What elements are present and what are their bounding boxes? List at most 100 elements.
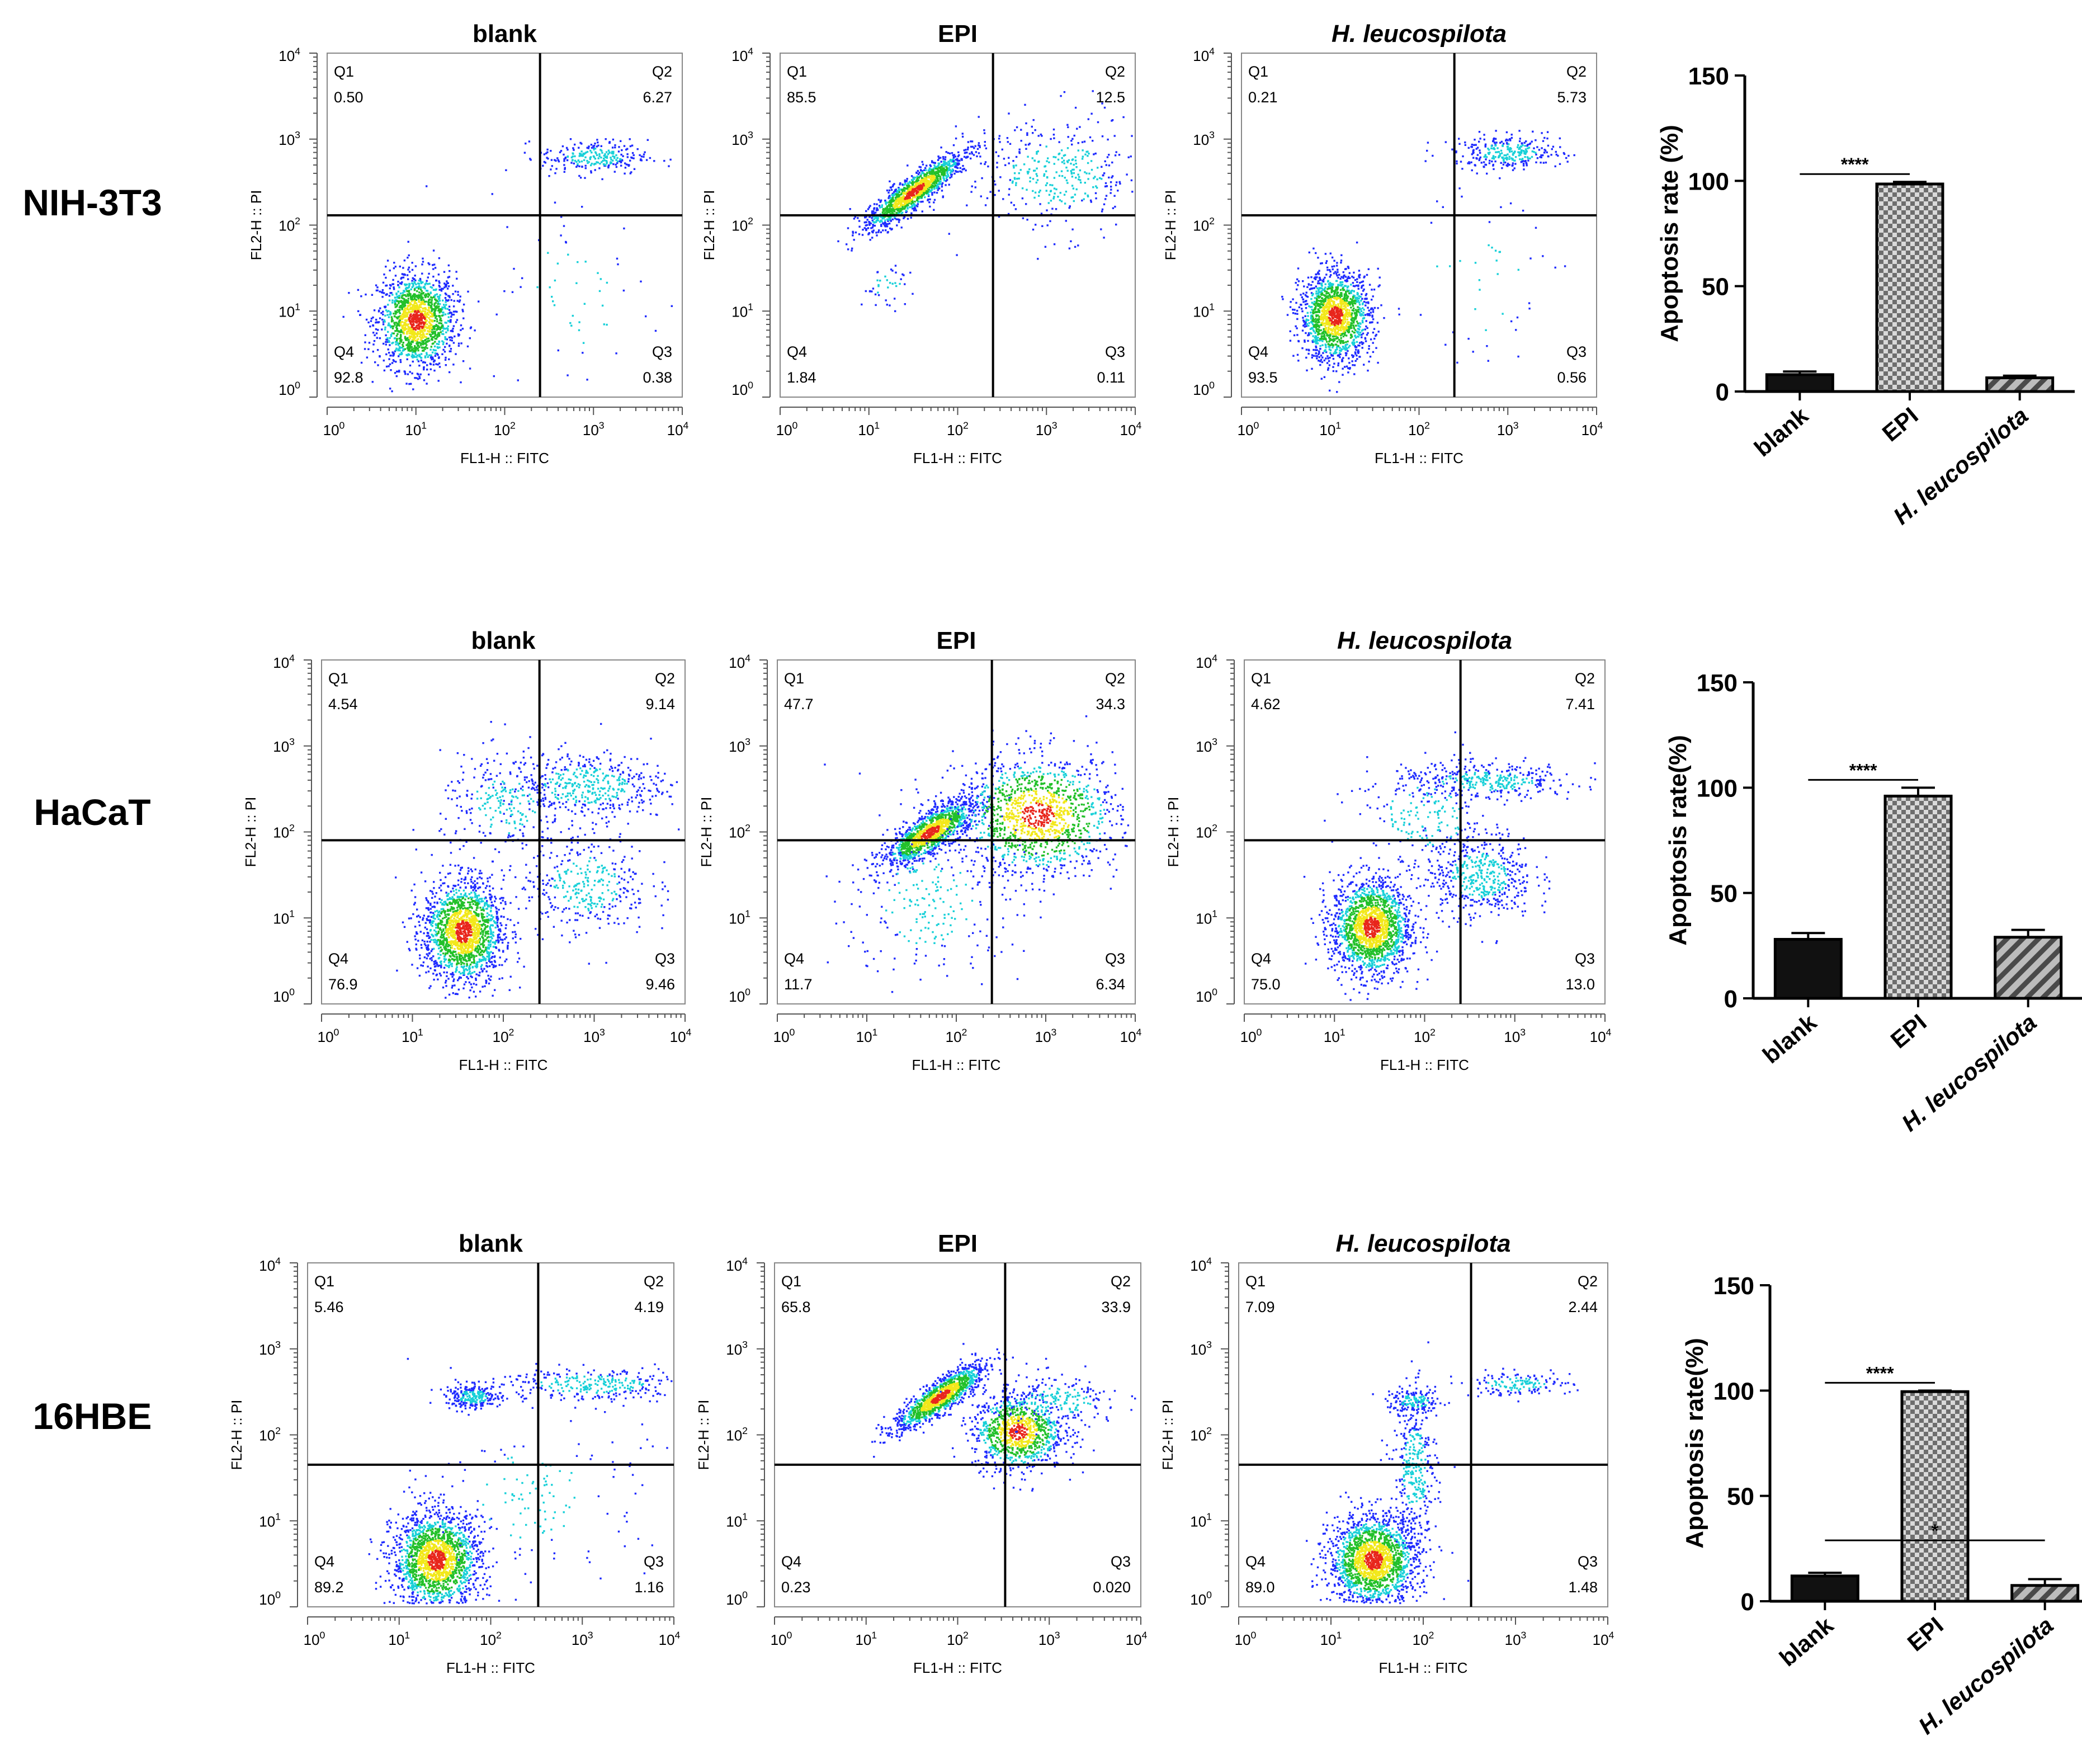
flow-event-dot — [870, 222, 872, 225]
x-tick-label: 100 — [776, 419, 798, 438]
flow-event-dot — [1294, 313, 1296, 315]
flow-event-dot — [1361, 319, 1364, 322]
flow-event-dot — [881, 218, 884, 220]
flow-event-dot — [387, 324, 389, 327]
flow-event-dot — [439, 294, 441, 296]
flow-event-dot — [408, 291, 410, 293]
flow-event-dot — [887, 286, 889, 289]
flow-event-dot — [644, 151, 646, 153]
flow-event-dot — [408, 271, 411, 273]
flow-event-dot — [890, 203, 892, 205]
flow-event-dot — [406, 274, 409, 276]
flow-event-dot — [399, 337, 402, 339]
flow-event-dot — [970, 140, 972, 143]
flow-event-dot — [979, 145, 981, 147]
flow-event-dot — [587, 147, 589, 149]
flow-event-dot — [938, 162, 941, 164]
flow-event-dot — [1081, 199, 1083, 202]
flow-event-dot — [1341, 348, 1343, 351]
flow-event-dot — [889, 200, 891, 202]
flow-event-dot — [1324, 349, 1326, 351]
flow-event-dot — [902, 189, 904, 191]
flow-event-dot — [1021, 197, 1024, 200]
flow-event-dot — [994, 183, 997, 186]
flow-event-dot — [363, 348, 366, 350]
flow-event-dot — [915, 209, 917, 211]
flow-event-dot — [962, 164, 964, 167]
flow-event-dot — [1353, 364, 1356, 366]
flow-event-dot — [1055, 188, 1057, 191]
flow-event-dot — [1313, 355, 1315, 357]
flow-event-dot — [437, 332, 440, 334]
flow-event-dot — [1308, 251, 1310, 254]
flow-event-dot — [1321, 356, 1324, 359]
flow-event-dot — [1044, 165, 1047, 167]
flow-event-dot — [429, 362, 432, 365]
flow-event-dot — [434, 341, 436, 343]
flow-event-dot — [394, 296, 396, 299]
flow-event-dot — [886, 207, 889, 210]
flow-event-dot — [393, 322, 395, 324]
flow-event-dot — [984, 144, 986, 147]
flow-event-dot — [416, 340, 418, 343]
flow-event-dot — [1026, 132, 1028, 134]
flow-event-dot — [578, 155, 580, 157]
flow-event-dot — [1313, 247, 1315, 249]
flow-event-dot — [357, 289, 360, 291]
flow-event-dot — [632, 157, 635, 159]
flow-event-dot — [1070, 162, 1072, 165]
flow-event-dot — [1358, 342, 1361, 344]
flow-event-dot — [1055, 208, 1057, 210]
flow-event-dot — [1070, 172, 1073, 175]
flow-event-dot — [446, 287, 449, 290]
flow-event-dot — [406, 358, 408, 361]
flow-event-dot — [394, 300, 396, 303]
flow-event-dot — [433, 311, 436, 313]
flow-event-dot — [1318, 356, 1320, 359]
flow-event-dot — [1321, 344, 1324, 346]
flow-event-dot — [1355, 324, 1357, 327]
flow-event-dot — [1079, 169, 1082, 172]
flow-event-dot — [388, 299, 391, 301]
flow-event-dot — [1289, 339, 1292, 342]
flow-event-dot — [1014, 129, 1016, 131]
flow-event-dot — [1100, 228, 1102, 230]
flow-event-dot — [978, 144, 980, 147]
flow-event-dot — [966, 152, 968, 154]
flow-event-dot — [573, 162, 575, 164]
flow-event-dot — [897, 211, 900, 214]
flow-event-dot — [431, 308, 433, 310]
flow-event-dot — [1361, 329, 1363, 332]
flow-event-dot — [452, 364, 455, 366]
flow-event-dot — [448, 305, 451, 308]
flow-event-dot — [1058, 174, 1061, 177]
flow-event-dot — [429, 335, 432, 337]
flow-event-dot — [1361, 293, 1363, 295]
flow-event-dot — [1347, 350, 1349, 352]
flow-event-dot — [1348, 362, 1351, 364]
flow-event-dot — [886, 304, 888, 306]
flow-event-dot — [1305, 356, 1307, 359]
flow-event-dot — [1015, 182, 1017, 184]
flow-event-dot — [605, 160, 608, 162]
flow-event-dot — [444, 297, 447, 299]
flow-event-dot — [1324, 300, 1326, 302]
flow-event-dot — [398, 302, 400, 304]
flow-event-dot — [1357, 287, 1359, 290]
flow-event-dot — [620, 153, 622, 156]
flow-event-dot — [615, 352, 617, 355]
flow-event-dot — [443, 304, 445, 306]
flow-event-dot — [1110, 192, 1112, 194]
flow-event-dot — [583, 159, 586, 161]
flow-event-dot — [967, 141, 970, 143]
x-tick-label: 102 — [494, 419, 516, 438]
flow-event-dot — [437, 298, 440, 300]
flow-event-dot — [1107, 138, 1109, 141]
flow-event-dot — [942, 195, 945, 197]
flow-event-dot — [936, 187, 938, 189]
flow-event-dot — [1344, 276, 1347, 278]
flow-event-dot — [388, 322, 390, 324]
flow-event-dot — [858, 233, 861, 235]
flow-event-dot — [1340, 339, 1342, 342]
